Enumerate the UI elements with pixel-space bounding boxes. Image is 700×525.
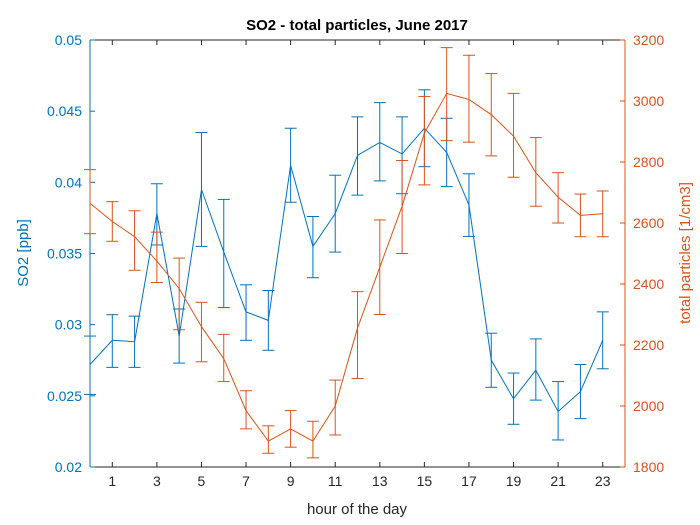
particles-error-bar bbox=[306, 420, 319, 459]
particles-error-bar bbox=[173, 257, 186, 331]
so2-error-bar bbox=[262, 290, 275, 351]
so2-error-bar bbox=[529, 338, 542, 401]
y-tick-label-left: 0.02 bbox=[55, 459, 82, 475]
x-tick-label: 5 bbox=[198, 473, 206, 489]
so2-error-bar bbox=[84, 335, 96, 395]
particles-error-bar bbox=[106, 201, 119, 242]
x-tick-label: 1 bbox=[108, 473, 116, 489]
y-tick-label-left: 0.045 bbox=[47, 103, 82, 119]
y-tick-label-left: 0.035 bbox=[47, 246, 82, 262]
so2-error-bar bbox=[195, 132, 208, 247]
y-tick-label-right: 3000 bbox=[633, 93, 664, 109]
so2-error-bar bbox=[217, 198, 230, 309]
y-tick-label-right: 2200 bbox=[633, 337, 664, 353]
particles-error-bar bbox=[195, 301, 208, 363]
x-tick-label: 17 bbox=[461, 473, 477, 489]
particles-error-bar bbox=[396, 159, 409, 254]
particles-series-line bbox=[89, 92, 603, 442]
x-tick-label: 15 bbox=[417, 473, 433, 489]
y-tick-label-right: 2600 bbox=[633, 215, 664, 231]
x-axis-label: hour of the day bbox=[307, 501, 408, 518]
particles-error-bar bbox=[351, 291, 364, 380]
particles-error-bar bbox=[507, 92, 520, 178]
particles-error-bar bbox=[329, 379, 342, 436]
particles-error-bar bbox=[574, 193, 587, 238]
y-tick-label-left: 0.04 bbox=[55, 174, 82, 190]
so2-error-bar bbox=[485, 332, 498, 388]
particles-error-bar bbox=[128, 210, 141, 271]
particles-error-bar bbox=[462, 54, 475, 143]
particles-error-bar bbox=[485, 73, 498, 157]
y-tick-label-right: 2400 bbox=[633, 276, 664, 292]
particles-error-bar bbox=[262, 425, 275, 454]
so2-error-bar bbox=[106, 314, 119, 368]
x-tick-label: 13 bbox=[372, 473, 388, 489]
x-tick-label: 9 bbox=[287, 473, 295, 489]
y-axis-label-right: total particles [1/cm3] bbox=[677, 182, 694, 324]
so2-error-bar bbox=[306, 215, 319, 279]
so2-error-bar bbox=[507, 372, 520, 425]
x-tick-label: 19 bbox=[506, 473, 522, 489]
particles-error-bar bbox=[240, 390, 253, 430]
particles-error-bar bbox=[440, 47, 453, 142]
x-tick-label: 11 bbox=[328, 473, 343, 489]
so2-error-bar bbox=[574, 364, 587, 420]
x-tick-label: 21 bbox=[550, 473, 566, 489]
y-tick-label-right: 1800 bbox=[633, 459, 664, 475]
so2-error-bar bbox=[462, 173, 475, 237]
particles-error-bar bbox=[529, 137, 542, 207]
particles-error-bar bbox=[150, 231, 163, 283]
so2-error-bar bbox=[128, 315, 141, 368]
chart-title: SO2 - total particles, June 2017 bbox=[246, 17, 468, 34]
so2-error-bar bbox=[596, 311, 609, 370]
so2-error-bar bbox=[284, 127, 297, 203]
y-tick-label-left: 0.025 bbox=[47, 388, 82, 404]
particles-error-bar bbox=[84, 169, 96, 235]
x-tick-label: 3 bbox=[153, 473, 161, 489]
particles-error-bar bbox=[596, 190, 609, 238]
so2-series-line bbox=[89, 127, 604, 413]
x-tick-label: 23 bbox=[595, 473, 611, 489]
particles-error-bar bbox=[552, 172, 565, 224]
so2-error-bar bbox=[329, 174, 342, 253]
particles-error-bar bbox=[418, 95, 431, 186]
particles-error-bar bbox=[284, 410, 297, 448]
particles-error-bar bbox=[373, 219, 386, 315]
y-tick-label-left: 0.03 bbox=[55, 317, 82, 333]
so2-error-bar bbox=[351, 116, 364, 196]
y-tick-label-left: 0.05 bbox=[55, 32, 82, 48]
particles-error-bar bbox=[217, 333, 230, 383]
x-tick-label: 7 bbox=[242, 473, 250, 489]
y-tick-label-right: 3200 bbox=[633, 32, 664, 48]
plot-area: 1 3 5 7 9 11 13 15 17 19 21 230.020.0250.030.0350.0… bbox=[47, 32, 664, 489]
y-tick-label-right: 2000 bbox=[633, 398, 664, 414]
y-axis-label-left: SO2 [ppb] bbox=[15, 219, 32, 287]
so2-error-bar bbox=[240, 284, 253, 341]
so2-error-bar bbox=[373, 102, 386, 182]
y-tick-label-right: 2800 bbox=[633, 154, 664, 170]
so2-error-bar bbox=[552, 381, 565, 441]
